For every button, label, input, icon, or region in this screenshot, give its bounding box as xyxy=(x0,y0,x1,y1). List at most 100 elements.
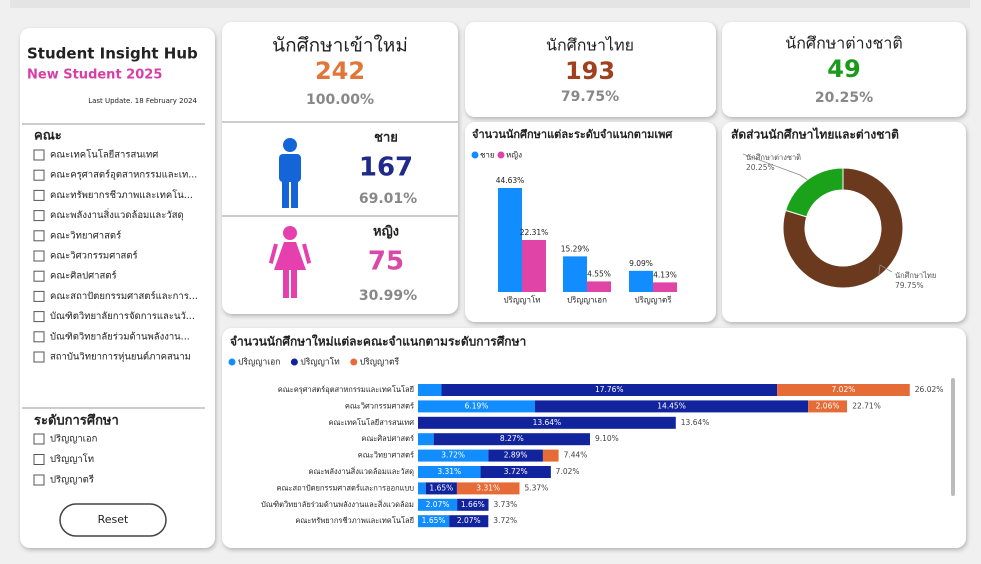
slice-label: นักศึกษาต่างชาติ xyxy=(746,153,801,162)
male-icon xyxy=(279,138,301,208)
data-label: 8.27% xyxy=(500,434,524,443)
data-label: 1.66% xyxy=(461,500,485,509)
data-label: 2.89% xyxy=(504,451,528,460)
scrollbar[interactable] xyxy=(951,378,955,496)
foreign-card xyxy=(722,22,966,117)
app-title: Student Insight Hub xyxy=(27,45,198,63)
bar-segment xyxy=(433,433,590,446)
checkbox-label[interactable]: คณะครุศาสตร์อุตสาหกรรมและเท... xyxy=(50,169,197,181)
checkbox-label[interactable]: คณะเทคโนโลยีสารสนเทศ xyxy=(50,149,158,161)
checkbox[interactable] xyxy=(33,474,45,486)
legend-label: ปริญญาตรี xyxy=(360,357,400,368)
new-card xyxy=(222,22,458,314)
bar xyxy=(498,188,522,292)
legend-label: ชาย xyxy=(480,151,495,160)
data-label: 3.72% xyxy=(504,467,528,476)
sidebar xyxy=(20,28,215,548)
data-label: 3.72% xyxy=(441,451,465,460)
chart-title: จำนวนนักศึกษาใหม่แต่ละคณะจำแนกตามระดับกา… xyxy=(230,334,526,349)
y-tick-label: คณะศิลปศาสตร์ xyxy=(361,434,414,443)
y-tick-label: คณะสถาปัตยกรรมศาสตร์และการออกแบบ xyxy=(277,483,415,492)
data-label: 3.31% xyxy=(437,467,461,476)
checkbox-label[interactable]: คณะวิทยาศาสตร์ xyxy=(50,229,121,241)
filter-heading: คณะ xyxy=(34,129,62,144)
data-label: 17.76% xyxy=(595,385,624,394)
data-label: 3.31% xyxy=(476,483,500,492)
x-tick-label: ปริญญาเอก xyxy=(567,296,607,305)
gender-value: 75 xyxy=(368,247,404,277)
data-label: 2.07% xyxy=(457,516,481,525)
checkbox-label[interactable]: คณะทรัพยากรชีวภาพและเทคโน... xyxy=(50,189,193,201)
faculty-chart-panel xyxy=(222,328,966,548)
bar-segment xyxy=(480,466,551,478)
bar xyxy=(587,281,611,292)
total-label: 13.64% xyxy=(681,418,710,427)
card-value: 193 xyxy=(565,57,615,85)
y-tick-label: คณะพลังงานสิ่งแวดล้อมและวัสดุ xyxy=(308,466,414,476)
legend-label: ปริญญาเอก xyxy=(238,358,280,368)
legend-label: ปริญญาโท xyxy=(300,357,340,368)
card-title: นักศึกษาเข้าใหม่ xyxy=(272,35,408,57)
y-tick-label: คณะทรัพยากรชีวภาพและเทคโนโลยี xyxy=(295,516,414,525)
checkbox-label[interactable]: บัณฑิตวิทยาลัยร่วมด้านพลังงาน... xyxy=(50,331,190,342)
checkbox[interactable] xyxy=(33,290,45,302)
bar-segment xyxy=(418,384,442,396)
bar-segment xyxy=(534,400,809,413)
bar-segment xyxy=(418,433,434,446)
bar xyxy=(653,282,677,292)
total-label: 9.10% xyxy=(595,434,619,443)
checkbox[interactable] xyxy=(33,189,45,201)
checkbox-label[interactable]: ปริญญาเอก xyxy=(50,434,98,445)
legend-swatch xyxy=(471,151,479,159)
last-update: Last Update. 18 February 2024 xyxy=(88,97,197,105)
card-title: นักศึกษาไทย xyxy=(546,36,634,55)
checkbox[interactable] xyxy=(33,250,45,262)
bar-segment xyxy=(456,482,520,495)
checkbox[interactable] xyxy=(33,210,45,222)
checkbox-label[interactable]: คณะพลังงานสิ่งแวดล้อมและวัสดุ xyxy=(50,208,184,221)
checkbox[interactable] xyxy=(33,230,45,242)
total-label: 7.44% xyxy=(564,451,588,460)
checkbox-label[interactable]: สถาบันวิทยาการหุ่นยนต์ภาคสนาม xyxy=(50,351,191,363)
checkbox-label[interactable]: ปริญญาโท xyxy=(50,453,94,465)
legend-swatch xyxy=(350,358,358,366)
bar xyxy=(563,256,587,292)
checkbox[interactable] xyxy=(33,311,45,323)
reset-label[interactable]: Reset xyxy=(98,513,129,526)
checkbox[interactable] xyxy=(33,454,45,465)
checkbox[interactable] xyxy=(33,270,45,282)
y-tick-label: บัณฑิตวิทยาลัยร่วมด้านพลังงานและสิ่งแวดล… xyxy=(261,499,414,509)
donut-panel xyxy=(722,122,966,322)
checkbox[interactable] xyxy=(33,433,45,445)
bar-segment xyxy=(418,466,481,478)
reset-button[interactable] xyxy=(59,503,167,537)
checkbox-label[interactable]: คณะวิศวกรรมศาสตร์ xyxy=(50,250,138,262)
checkbox-label[interactable]: คณะสถาปัตยกรรมศาสตร์และการ... xyxy=(50,290,198,302)
checkbox-label[interactable]: บัณฑิตวิทยาลัยการจัดการและนวั... xyxy=(50,311,195,322)
checkbox[interactable] xyxy=(33,149,45,161)
slice-value: 79.75% xyxy=(895,281,924,290)
donut-slice xyxy=(782,167,904,289)
bar xyxy=(522,240,546,292)
bar-segment xyxy=(418,498,458,511)
chart-title: จำนวนนักศึกษาแต่ละระดับจำแนกตามเพศ xyxy=(472,128,673,141)
gender-label: หญิง xyxy=(373,225,399,240)
data-label: 44.63% xyxy=(496,176,525,185)
donut-slice xyxy=(785,167,844,218)
total-label: 3.72% xyxy=(493,516,517,525)
checkbox[interactable] xyxy=(33,351,45,363)
data-label: 2.06% xyxy=(816,401,840,410)
checkbox-label[interactable]: คณะศิลปศาสตร์ xyxy=(50,270,117,282)
card-percent: 100.00% xyxy=(306,92,374,108)
checkbox-label[interactable]: ปริญญาตรี xyxy=(50,474,94,486)
total-label: 7.02% xyxy=(556,467,580,476)
total-label: 3.73% xyxy=(493,500,517,509)
checkbox[interactable] xyxy=(33,169,45,181)
checkbox[interactable] xyxy=(33,331,45,343)
total-label: 5.37% xyxy=(524,483,548,492)
thai-card xyxy=(465,22,716,117)
legend-swatch xyxy=(497,151,505,159)
data-label: 9.09% xyxy=(629,259,653,268)
bar-segment xyxy=(425,482,457,495)
